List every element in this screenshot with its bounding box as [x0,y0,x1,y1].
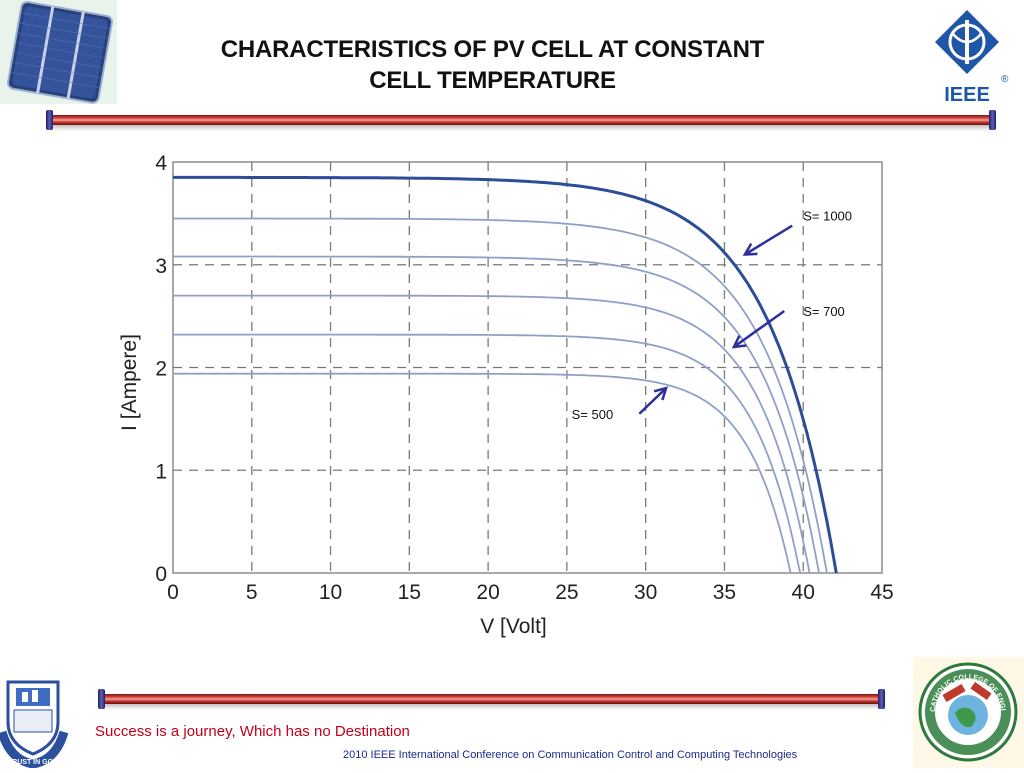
x-tick-label: 20 [476,581,499,604]
x-tick-label: 10 [319,581,342,604]
y-tick-label: 3 [155,255,167,278]
ieee-logo-text: IEEE [944,84,990,106]
x-tick-label: 25 [555,581,578,604]
solar-cell-image [0,0,117,104]
slide-tagline: Success is a journey, Which has no Desti… [95,723,410,740]
annotation-label: S= 500 [572,407,614,422]
x-tick-label: 30 [634,581,657,604]
y-tick-label: 4 [155,152,167,175]
top-divider-left-cap [46,110,53,130]
top-divider-right-cap [989,110,996,130]
bottom-divider-left-cap [98,689,105,709]
ieee-registered-mark: ® [1001,74,1009,85]
iv-curve [173,372,792,574]
iv-curve [173,255,820,574]
bottom-divider-bar [103,694,883,704]
annotation-arrow-line [744,224,793,256]
y-axis-label: I [Ampere] [120,334,141,431]
iv-curve [173,333,801,574]
annotation-label: S= 1000 [803,209,852,224]
catholic-college-logo: CATHOLIC COLLEGE OF ENGINEERING [910,652,1024,768]
x-tick-label: 40 [792,581,815,604]
x-tick-label: 5 [246,581,258,604]
conference-footer: 2010 IEEE International Conference on Co… [343,749,798,761]
annotation-arrow-head [731,335,747,349]
top-divider-bar [52,115,994,125]
ieee-logo: IEEE ® [925,2,1020,107]
psna-logo-text: TRUST IN GOD [8,759,58,766]
annotation-label: S= 700 [803,304,845,319]
annotation-arrow-line [638,387,668,415]
annotation-arrow-line [733,309,786,348]
x-tick-label: 45 [870,581,893,604]
x-tick-label: 35 [713,581,736,604]
y-tick-label: 0 [155,563,167,586]
iv-curve [173,294,811,574]
annotation-arrow-head [653,386,669,401]
x-axis-label: V [Volt] [480,615,547,638]
slide-title: CHARACTERISTICS OF PV CELL AT CONSTANT C… [120,34,865,96]
iv-curve [173,217,828,574]
y-tick-label: 1 [155,460,167,483]
y-tick-label: 2 [155,358,167,381]
x-tick-label: 15 [398,581,421,604]
x-tick-label: 0 [167,581,179,604]
slide-title-line1: CHARACTERISTICS OF PV CELL AT CONSTANT [220,36,765,63]
annotation-arrow-head [742,243,758,256]
slide-title-line2: CELL TEMPERATURE [369,67,616,94]
iv-chart-svg: 0 5 10 15 20 25 30 35 40 45 0 1 2 3 4 V [Volt] I [Ampere… [118,152,894,638]
bottom-divider-right-cap [878,689,885,709]
iv-curve-main [173,175,838,574]
psna-college-logo: TRUST IN GOD [0,672,80,769]
iv-characteristics-chart: 0 5 10 15 20 25 30 35 40 45 0 1 2 3 4 V [Volt] I [Ampere… [118,150,905,645]
